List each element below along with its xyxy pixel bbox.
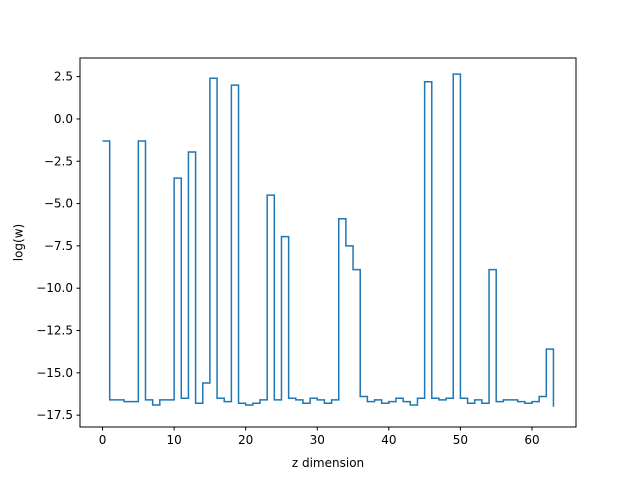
y-tick-label: −10.0 bbox=[36, 281, 73, 295]
x-tick-label: 30 bbox=[310, 433, 325, 447]
series-step-line bbox=[102, 73, 555, 407]
axes-frame bbox=[79, 57, 577, 428]
y-tick-label: 0.0 bbox=[54, 112, 73, 126]
y-tick-label: 2.5 bbox=[54, 70, 73, 84]
x-tick-label: 10 bbox=[166, 433, 181, 447]
y-tick-label: −7.5 bbox=[44, 239, 73, 253]
x-axis: 0 10 20 30 40 50 60 bbox=[99, 427, 540, 447]
y-tick-label: −17.5 bbox=[36, 408, 73, 422]
x-tick-label: 40 bbox=[381, 433, 396, 447]
x-tick-label: 60 bbox=[524, 433, 539, 447]
x-tick-label: 0 bbox=[99, 433, 107, 447]
x-tick-label: 50 bbox=[453, 433, 468, 447]
y-axis-label: log(w) bbox=[12, 224, 26, 261]
y-tick-label: −12.5 bbox=[36, 324, 73, 338]
y-tick-label: −5.0 bbox=[44, 197, 73, 211]
y-axis: 2.5 0.0 −2.5 −5.0 −7.5 −10.0 −12.5 −15.0 −17.5 bbox=[36, 70, 80, 422]
y-tick-label: −15.0 bbox=[36, 366, 73, 380]
x-tick-label: 20 bbox=[238, 433, 253, 447]
x-axis-label: z dimension bbox=[292, 456, 364, 470]
y-tick-label: −2.5 bbox=[44, 154, 73, 168]
plot-area bbox=[102, 73, 555, 407]
